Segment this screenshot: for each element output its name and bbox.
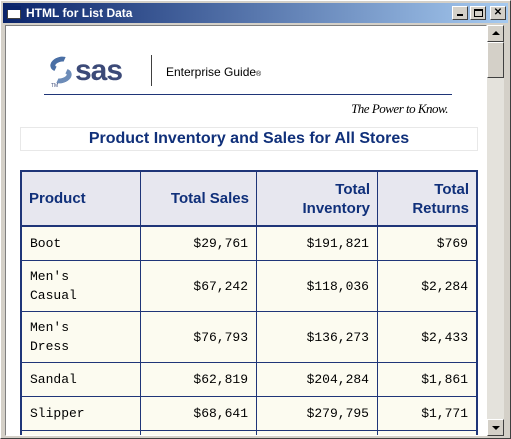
minimize-icon — [457, 14, 463, 16]
cell-product: Sandal — [22, 363, 141, 397]
close-button[interactable]: ✕ — [490, 6, 506, 20]
cell-total-returns: $2,284 — [378, 261, 476, 312]
cell-total-sales: $62,819 — [141, 363, 257, 397]
sas-banner: sas TM Enterprise Guide® The Power to Kn… — [44, 52, 452, 120]
sas-logo: sas — [48, 54, 123, 87]
vertical-scrollbar[interactable] — [487, 25, 504, 436]
tagline: The Power to Know. — [351, 101, 448, 116]
title-bar[interactable]: HTML for List Data ✕ — [3, 3, 508, 23]
cell-total-inventory: $279,795 — [257, 397, 378, 431]
table-header-row: Product Total Sales Total Inventory Tota… — [22, 172, 476, 227]
table-row: Men's Dress $76,793 $136,273 $2,433 — [22, 312, 476, 363]
cell-total-sales: $76,793 — [141, 312, 257, 363]
scroll-down-button[interactable] — [487, 419, 504, 436]
cell-total-sales: $67,242 — [141, 261, 257, 312]
table-row: Sandal $62,819 $204,284 $1,861 — [22, 363, 476, 397]
table-row: Slipper $68,641 $279,795 $1,771 — [22, 397, 476, 431]
scroll-up-button[interactable] — [487, 25, 504, 42]
cell-empty — [378, 431, 476, 435]
scrollbar-thumb[interactable] — [487, 42, 504, 78]
report-title-box: Product Inventory and Sales for All Stor… — [20, 127, 478, 151]
cell-product: Men's Casual — [22, 261, 141, 312]
maximize-button[interactable] — [470, 6, 486, 20]
column-header-total-returns: Total Returns — [378, 172, 476, 227]
arrow-up-icon — [492, 31, 500, 35]
sas-logo-icon — [48, 54, 74, 86]
column-header-total-inventory: Total Inventory — [257, 172, 378, 227]
cell-total-inventory: $118,036 — [257, 261, 378, 312]
minimize-button[interactable] — [452, 6, 468, 20]
cell-total-sales: $29,761 — [141, 227, 257, 261]
cell-product: Boot — [22, 227, 141, 261]
product-name: Enterprise Guide® — [166, 65, 261, 79]
cell-product-text: Men's Casual — [30, 269, 77, 303]
arrow-down-icon — [492, 426, 500, 430]
table-row: Men's Casual $67,242 $118,036 $2,284 — [22, 261, 476, 312]
window-title: HTML for List Data — [26, 6, 133, 20]
maximize-icon — [474, 9, 483, 17]
report-title: Product Inventory and Sales for All Stor… — [88, 130, 410, 147]
banner-divider — [151, 55, 152, 86]
product-name-text: Enterprise Guide — [166, 65, 257, 79]
cell-product: Men's Dress — [22, 312, 141, 363]
table-row: Boot $29,761 $191,821 $769 — [22, 227, 476, 261]
cell-total-inventory: $191,821 — [257, 227, 378, 261]
cell-total-inventory: $136,273 — [257, 312, 378, 363]
registered-mark: ® — [256, 71, 262, 78]
table-row-partial — [22, 431, 476, 435]
cell-total-sales: $68,641 — [141, 397, 257, 431]
cell-total-returns: $2,433 — [378, 312, 476, 363]
cell-total-returns: $769 — [378, 227, 476, 261]
cell-total-inventory: $204,284 — [257, 363, 378, 397]
banner-rule — [44, 94, 452, 95]
html-window-icon[interactable] — [6, 5, 22, 21]
cell-empty — [141, 431, 257, 435]
cell-total-returns: $1,771 — [378, 397, 476, 431]
cell-product: Slipper — [22, 397, 141, 431]
column-header-product: Product — [22, 172, 141, 227]
sas-logo-text: sas — [75, 54, 123, 87]
cell-empty — [257, 431, 378, 435]
cell-empty — [22, 431, 141, 435]
cell-product-text: Men's Dress — [30, 320, 70, 354]
report-viewer[interactable]: sas TM Enterprise Guide® The Power to Kn… — [5, 25, 487, 436]
column-header-total-sales: Total Sales — [141, 172, 257, 227]
trademark-mark: TM — [51, 83, 59, 89]
data-table: Product Total Sales Total Inventory Tota… — [20, 170, 478, 435]
close-icon: ✕ — [493, 7, 503, 18]
cell-total-returns: $1,861 — [378, 363, 476, 397]
